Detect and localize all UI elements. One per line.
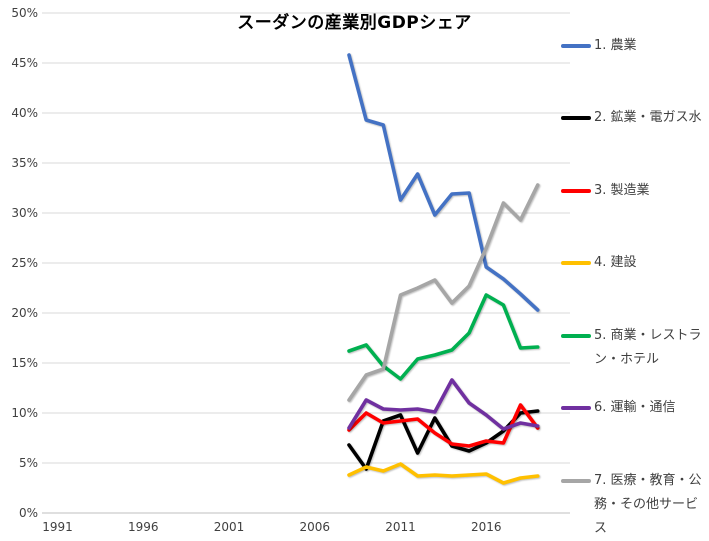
y-axis-label: 0% [19,506,38,520]
y-axis-label: 25% [11,256,38,270]
series-line-1 [347,53,540,312]
y-axis-label: 5% [19,456,38,470]
series-line-7 [347,183,540,402]
y-axis-label: 50% [11,6,38,20]
series-line-6 [347,378,540,431]
x-axis-label: 1991 [42,520,73,534]
y-axis-label: 10% [11,406,38,420]
x-axis-label: 2001 [214,520,245,534]
x-axis-label: 1996 [128,520,159,534]
y-axis-label: 35% [11,156,38,170]
chart-title: スーダンの産業別GDPシェア [237,13,472,33]
y-axis-label: 20% [11,306,38,320]
series-line-3 [347,403,540,448]
y-axis-label: 45% [11,56,38,70]
y-axis-label: 40% [11,106,38,120]
x-axis-label: 2011 [385,520,416,534]
x-axis-label: 2016 [471,520,502,534]
x-axis-label: 2006 [299,520,330,534]
series-line-4 [347,462,540,485]
y-axis-label: 30% [11,206,38,220]
series-line-5 [347,293,540,381]
y-axis-label: 15% [11,356,38,370]
